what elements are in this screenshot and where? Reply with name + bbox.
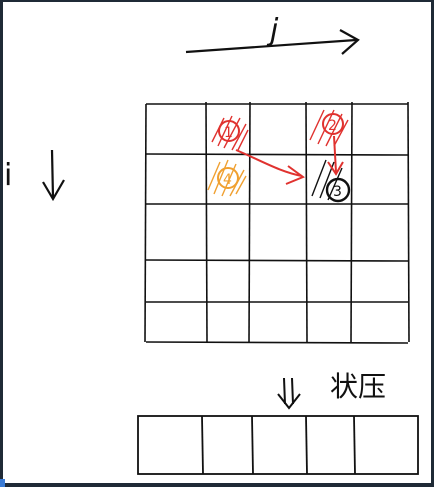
hatch-red-right: [309, 109, 349, 147]
j-arrow-line: [185, 38, 357, 54]
j-arrow-head: [339, 29, 360, 55]
i-arrow-line: [50, 149, 55, 199]
hatch-red-left: [211, 115, 249, 151]
red-arrow-down-head: [327, 161, 344, 176]
grid-row-line: [145, 341, 409, 344]
red-circle-left: [218, 120, 240, 142]
j-label: j: [266, 13, 279, 48]
red-arrow-diagonal: [235, 149, 303, 177]
dp-grid: [144, 101, 410, 344]
red-mark-right: 2: [328, 118, 337, 134]
bit-array-outline: [137, 415, 419, 475]
i-label: i: [4, 158, 12, 193]
red-mark-left: 1: [224, 125, 233, 141]
bit-cell-divider: [201, 415, 204, 475]
state-compress-label: 状压: [330, 370, 386, 403]
grid-col-line: [205, 101, 208, 343]
black-circle: [325, 177, 351, 203]
red-circle-right: [322, 113, 344, 135]
bit-cell-divider: [305, 415, 308, 475]
grid-col-line: [350, 101, 353, 343]
grid-col-line: [248, 101, 251, 343]
grid-col-line: [407, 101, 410, 343]
double-arrow-shaft: [283, 377, 294, 405]
bit-array: [137, 415, 419, 475]
grid-row-line: [145, 153, 409, 156]
orange-mark: 4: [223, 172, 232, 188]
red-arrow-down: [333, 135, 337, 173]
grid-row-line: [145, 259, 409, 262]
corner-marker: [0, 479, 5, 487]
orange-circle: [217, 167, 239, 189]
grid-col-line: [305, 101, 308, 343]
bit-cell-divider: [353, 415, 356, 475]
black-mark: 3: [333, 184, 342, 200]
red-arrow-diagonal-head: [285, 165, 306, 185]
i-arrow-head: [42, 179, 65, 202]
grid-col-line: [144, 103, 147, 343]
bit-cell-divider: [251, 415, 254, 475]
double-arrow-head: [277, 393, 301, 410]
